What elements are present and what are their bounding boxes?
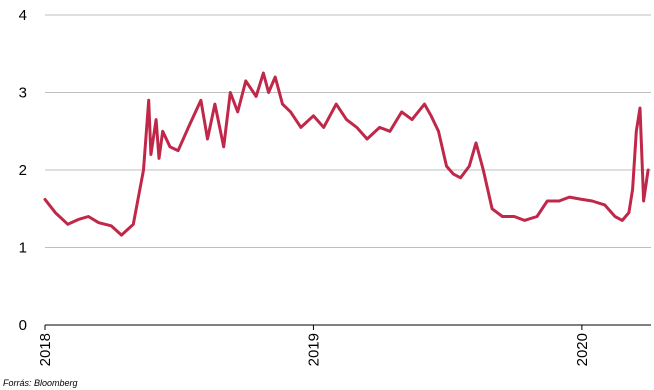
y-tick-label: 0 bbox=[19, 317, 27, 334]
gridlines bbox=[45, 14, 651, 248]
y-tick-label: 2 bbox=[19, 162, 27, 179]
x-tick-label: 2020 bbox=[574, 333, 591, 366]
y-tick-label: 4 bbox=[19, 7, 27, 24]
x-tick-label: 2018 bbox=[37, 333, 54, 366]
series-line-0 bbox=[43, 71, 650, 237]
x-axis: 2018 2019 2020 bbox=[37, 324, 651, 366]
source-note: Forrás: Bloomberg bbox=[3, 378, 78, 388]
series-group bbox=[43, 71, 650, 237]
y-tick-label: 3 bbox=[19, 85, 27, 102]
y-tick-label: 1 bbox=[19, 240, 27, 257]
x-tick-label: 2019 bbox=[305, 333, 322, 366]
y-axis-ticks: 0 1 2 3 4 bbox=[19, 7, 27, 334]
